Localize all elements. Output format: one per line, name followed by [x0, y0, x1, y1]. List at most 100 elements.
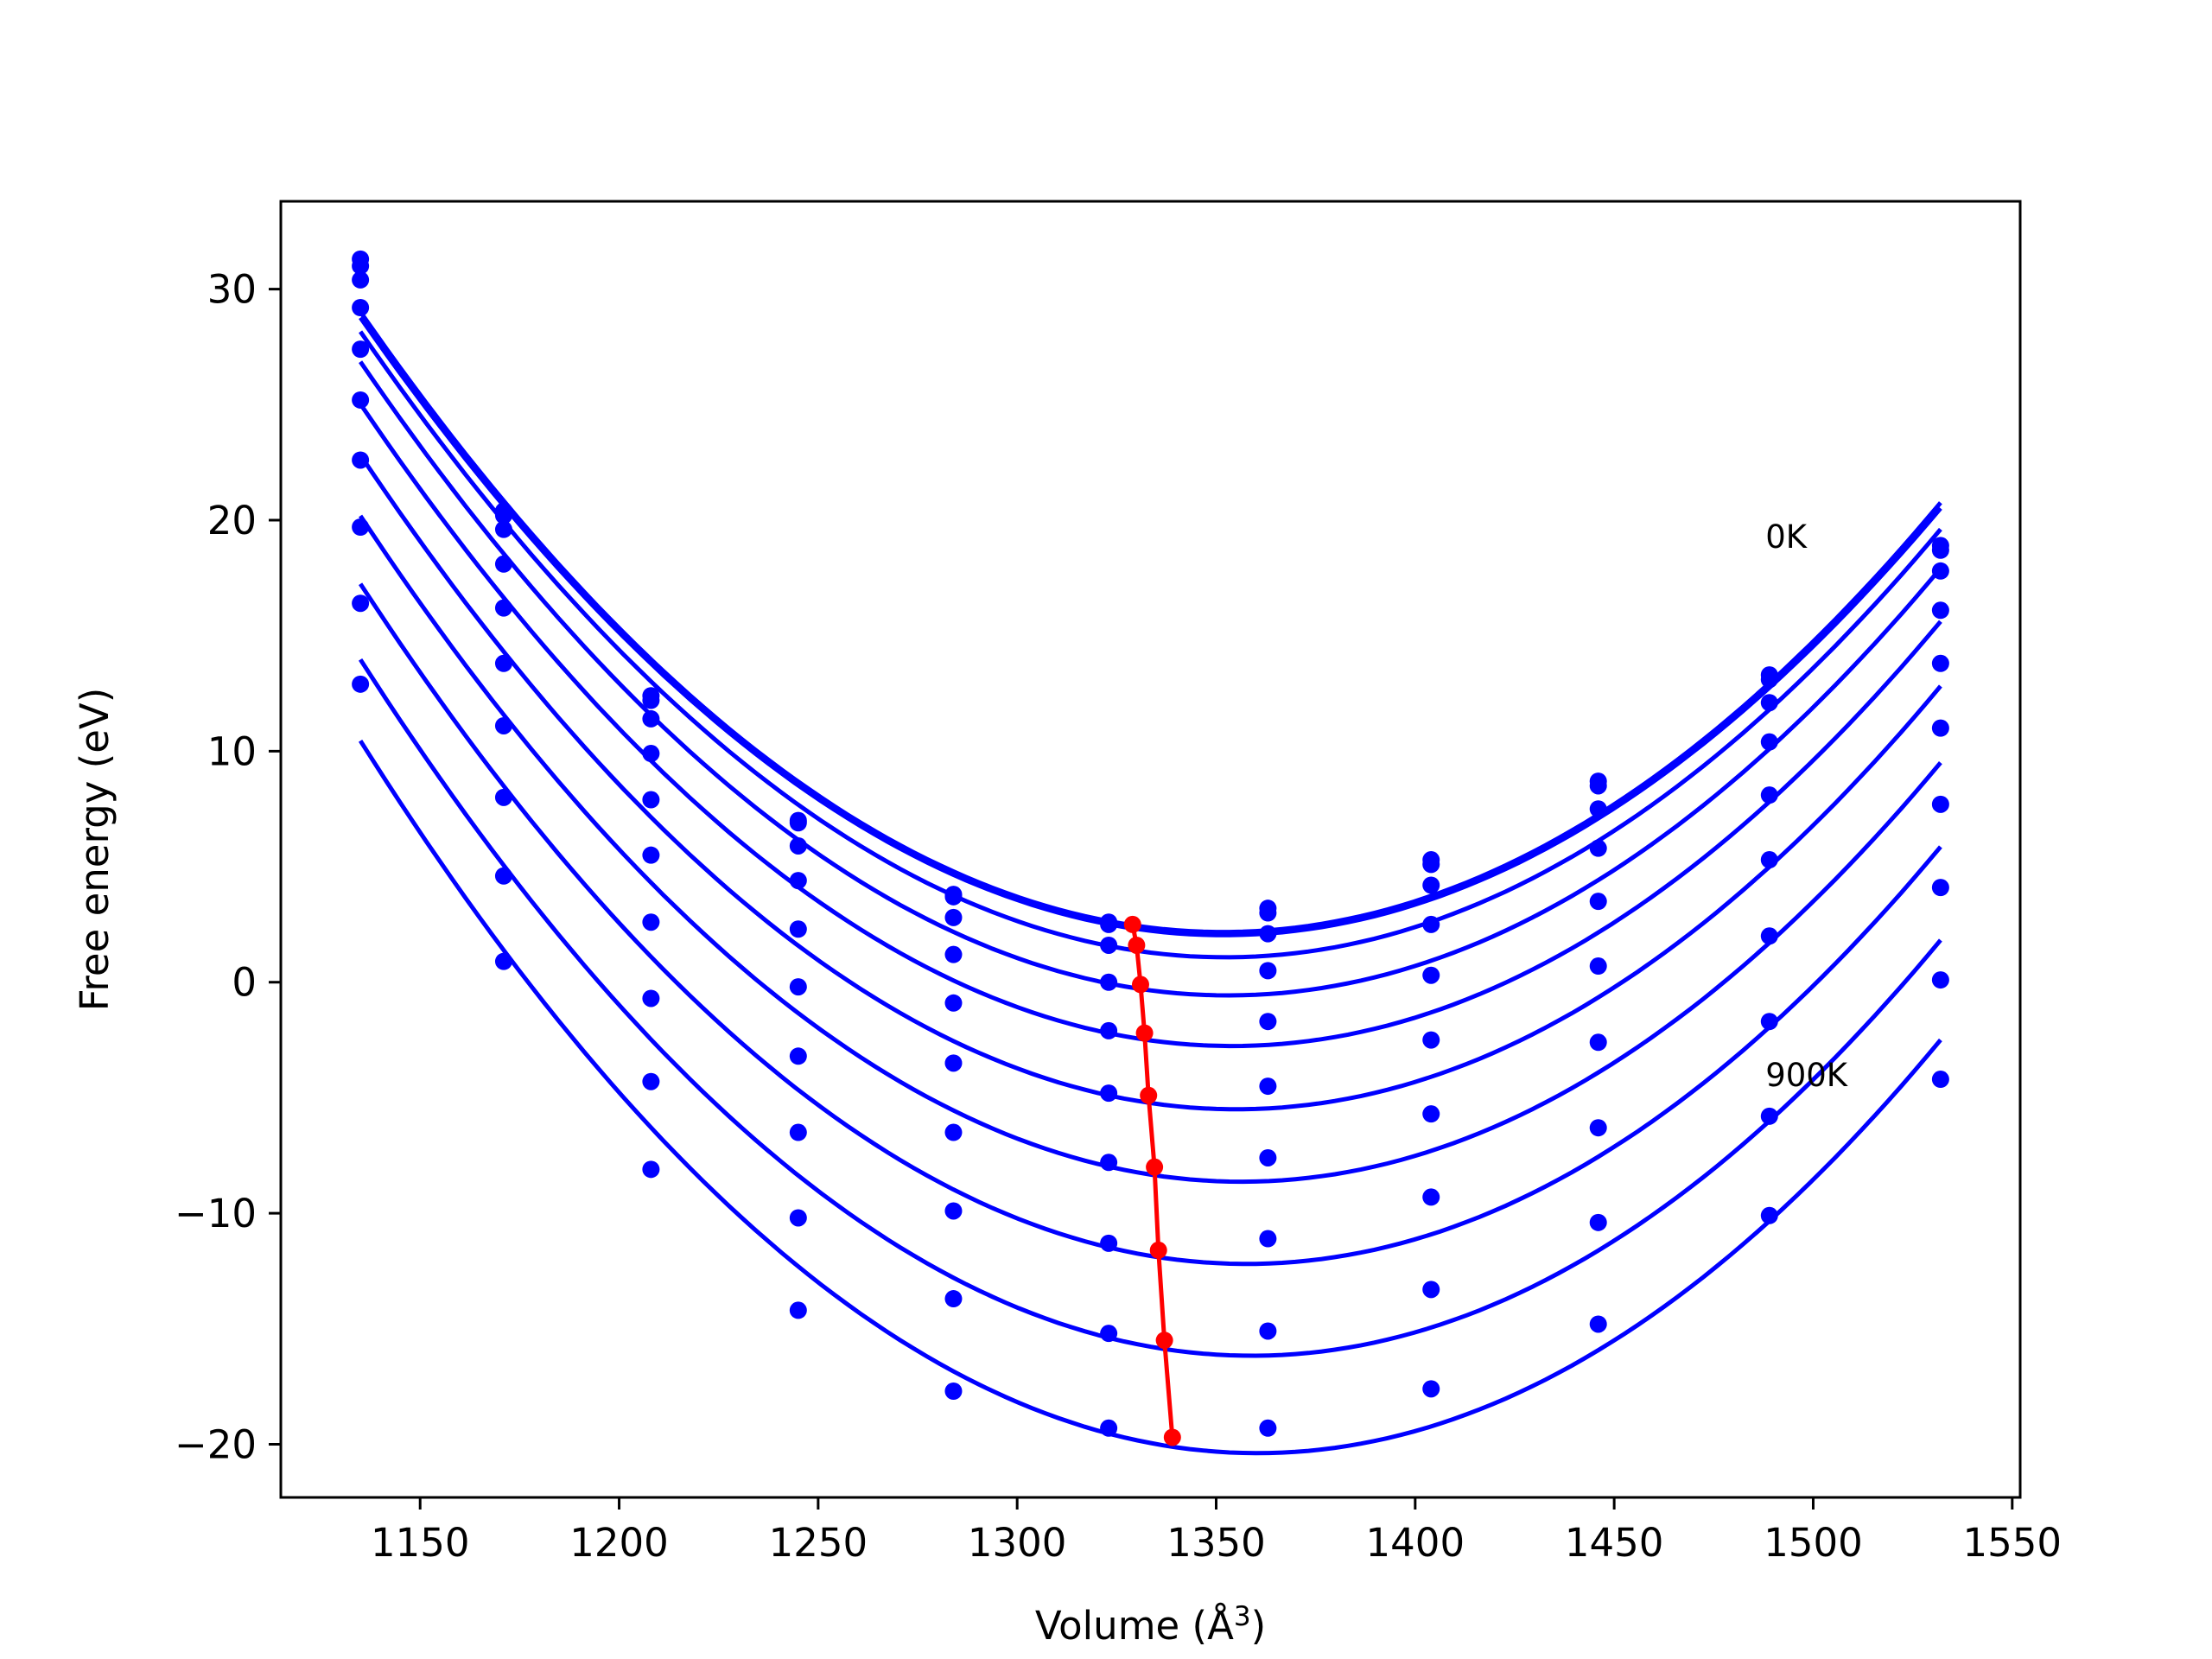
data-point: [494, 654, 512, 672]
data-point: [1100, 1154, 1118, 1172]
x-tick-label: 1200: [569, 1520, 669, 1566]
minimum-point: [1155, 1332, 1173, 1350]
data-point: [352, 298, 370, 316]
series-line-9: [359, 658, 1942, 1358]
annotations-layer: 0K 900K: [1765, 518, 1849, 1094]
data-point: [789, 1123, 807, 1141]
data-point: [1931, 654, 1949, 672]
data-point: [1259, 962, 1277, 980]
data-point: [1760, 786, 1778, 804]
data-point: [1931, 795, 1949, 813]
series-line-8: [359, 582, 1942, 1267]
data-point: [1422, 876, 1440, 894]
data-point: [1259, 1077, 1277, 1096]
data-point: [352, 675, 370, 693]
data-point: [352, 270, 370, 289]
data-point: [1760, 1206, 1778, 1224]
data-point: [1422, 915, 1440, 933]
minimum-point: [1131, 976, 1149, 994]
x-tick-label: 1400: [1366, 1520, 1465, 1566]
minima-layer: [1123, 915, 1181, 1446]
x-tick-label: 1300: [968, 1520, 1067, 1566]
data-point: [352, 594, 370, 613]
data-point: [1422, 1188, 1440, 1206]
data-point: [494, 520, 512, 538]
minimum-point: [1128, 936, 1146, 954]
data-point: [1931, 601, 1949, 620]
y-tick-label: 0: [232, 960, 257, 1006]
data-point: [944, 1290, 963, 1308]
data-point: [642, 691, 660, 709]
y-axis-ticks: −20 −10 0 10 20 30: [175, 267, 281, 1468]
data-point: [789, 978, 807, 996]
data-point: [642, 745, 660, 763]
series-line-2: [359, 316, 1942, 938]
y-tick-label: 20: [207, 498, 257, 543]
data-point: [642, 913, 660, 931]
minimum-point: [1140, 1086, 1158, 1104]
data-point: [1760, 733, 1778, 751]
data-point: [944, 945, 963, 963]
data-point: [642, 846, 660, 864]
minimum-point: [1149, 1241, 1167, 1259]
data-point: [1931, 971, 1949, 989]
data-point: [1760, 851, 1778, 869]
x-tick-label: 1350: [1166, 1520, 1266, 1566]
data-point: [1422, 1380, 1440, 1398]
data-point: [642, 1160, 660, 1179]
data-point: [352, 451, 370, 469]
data-point: [352, 340, 370, 359]
minimum-point: [1146, 1158, 1164, 1176]
data-point: [1589, 800, 1607, 818]
x-tick-label: 1250: [769, 1520, 868, 1566]
data-point: [1931, 1071, 1949, 1089]
data-point: [1100, 1419, 1118, 1437]
data-point: [944, 1382, 963, 1401]
data-point: [1100, 936, 1118, 954]
data-point: [494, 599, 512, 617]
data-point: [789, 1301, 807, 1319]
x-tick-label: 1150: [371, 1520, 470, 1566]
data-point: [494, 788, 512, 806]
data-point: [944, 994, 963, 1012]
data-point: [1760, 927, 1778, 945]
data-point: [1259, 1322, 1277, 1340]
x-axis-ticks: 1150 1200 1250 1300 1350 1400 1450 1500 1550: [371, 1497, 2062, 1566]
data-point: [642, 1072, 660, 1090]
data-point: [1259, 904, 1277, 922]
data-point: [1100, 1325, 1118, 1343]
data-point: [1422, 966, 1440, 984]
data-point: [1422, 855, 1440, 874]
data-point: [494, 867, 512, 885]
data-point: [1931, 541, 1949, 559]
temperature-annotation: 900K: [1765, 1057, 1849, 1094]
y-tick-label: 30: [207, 267, 257, 313]
x-axis-label: Volume (Å3): [1035, 1601, 1266, 1649]
data-point: [944, 1123, 963, 1141]
series-line-4: [359, 360, 1942, 998]
data-point: [1760, 671, 1778, 689]
x-tick-label: 1550: [1963, 1520, 2063, 1566]
data-point: [1589, 1213, 1607, 1231]
data-point: [1760, 1107, 1778, 1125]
data-point: [494, 952, 512, 970]
data-point: [1422, 1105, 1440, 1123]
data-point: [944, 908, 963, 926]
data-point: [1589, 1033, 1607, 1052]
points-layer: [352, 250, 1949, 1437]
data-point: [1589, 777, 1607, 795]
data-point: [494, 716, 512, 734]
data-point: [352, 391, 370, 409]
data-point: [494, 506, 512, 524]
data-point: [1100, 1084, 1118, 1103]
data-point: [352, 257, 370, 275]
data-point: [789, 814, 807, 832]
data-point: [1931, 879, 1949, 897]
data-point: [1931, 719, 1949, 737]
data-point: [1589, 1315, 1607, 1333]
data-point: [1589, 957, 1607, 976]
data-point: [1259, 1013, 1277, 1031]
series-line-10: [358, 739, 1942, 1456]
y-axis-label: Free energy (eV): [72, 688, 118, 1011]
